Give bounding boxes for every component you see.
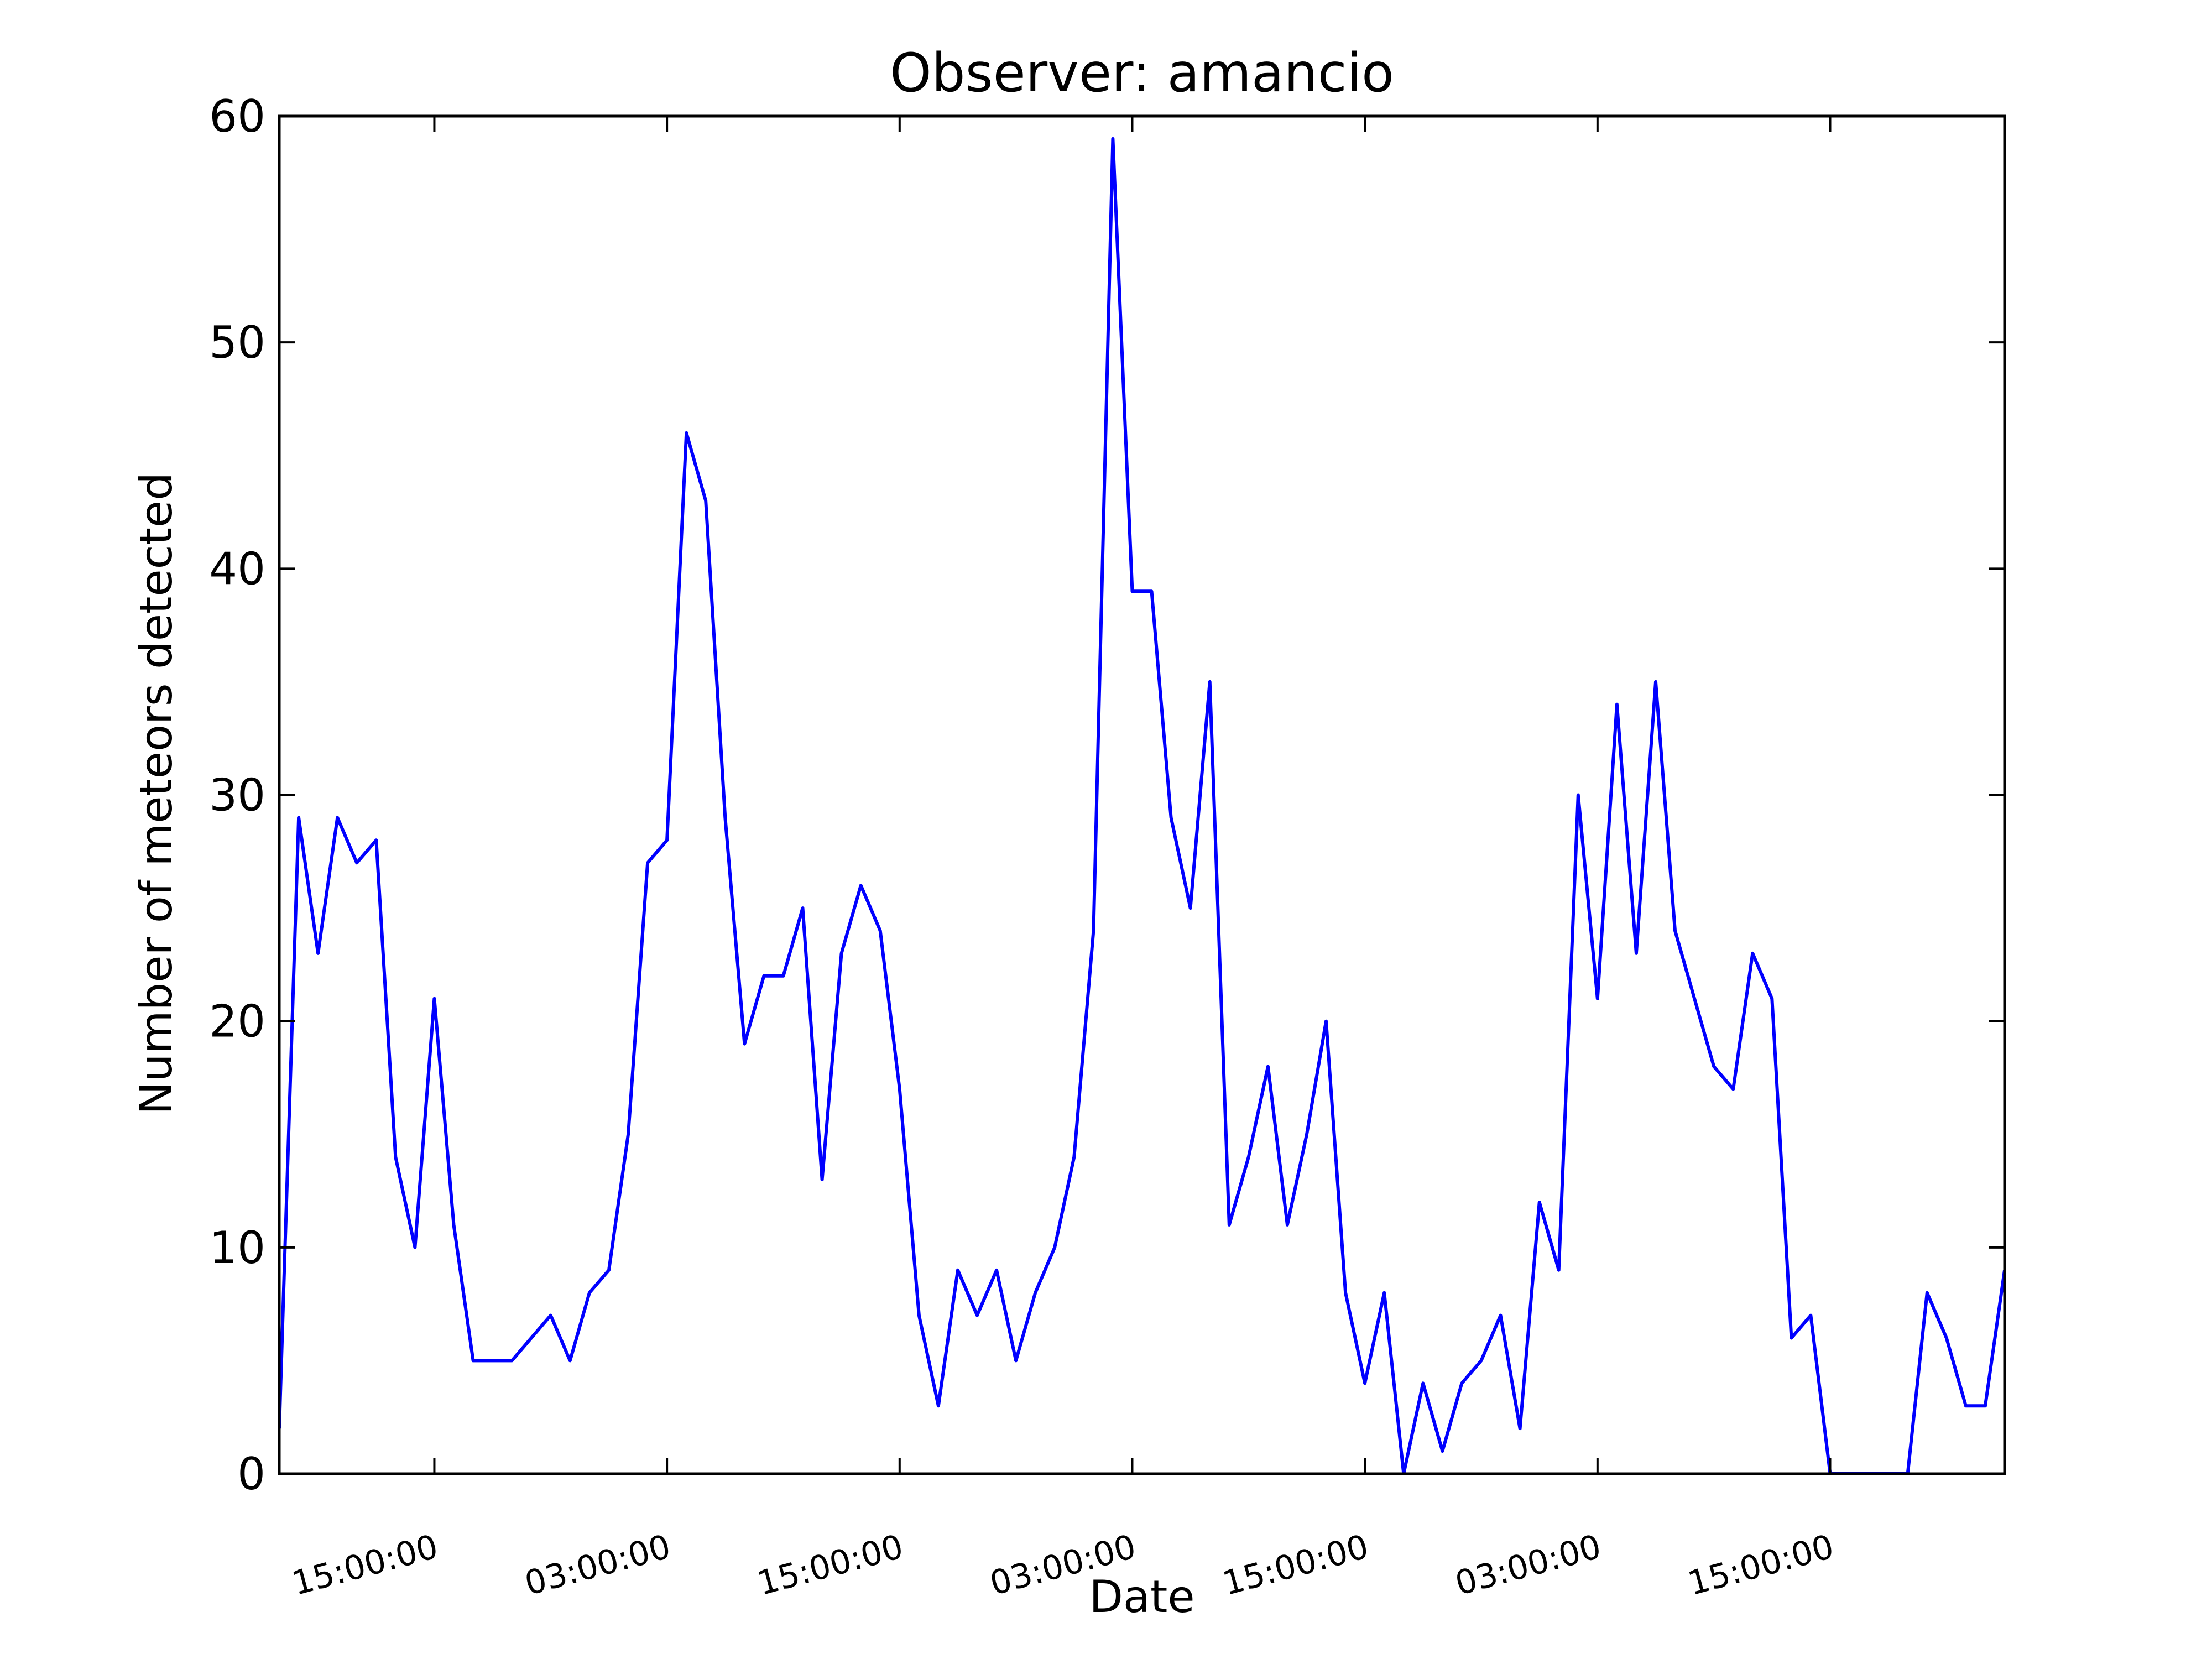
y-tick-label: 10 [209,1222,265,1274]
y-axis: 0 10 20 30 40 50 60 [209,91,2005,1500]
y-tick-label: 0 [237,1448,265,1500]
y-tick-label: 40 [209,543,265,594]
x-axis-label: Date [1089,1571,1194,1623]
y-tick-label: 20 [209,996,265,1047]
y-axis-label: Number of meteors detected [131,472,182,1115]
chart-title: Observer: amancio [890,42,1394,104]
series-line [278,137,2006,1475]
y-tick-label: 60 [209,91,265,142]
y-tick-label: 30 [209,770,265,821]
y-tick-label: 50 [209,317,265,368]
